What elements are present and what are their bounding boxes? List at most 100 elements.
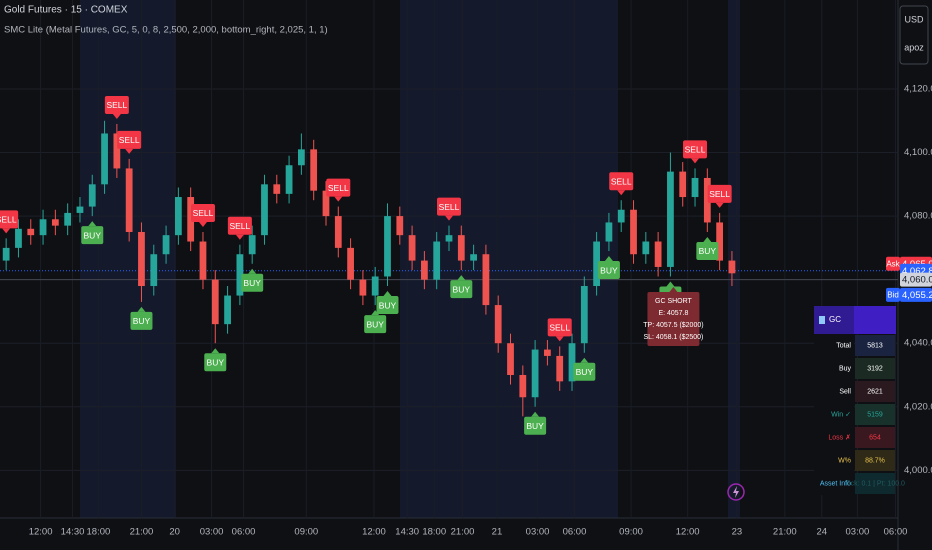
candle-body xyxy=(679,171,687,198)
candle-body xyxy=(494,305,502,344)
table-value-cell xyxy=(855,335,895,356)
buy-pointer xyxy=(383,291,392,297)
candle-body xyxy=(507,343,514,375)
candle-body xyxy=(716,222,724,261)
candle-body xyxy=(728,260,736,274)
y-tick-label: 4,020.0 xyxy=(904,401,932,412)
candle-body xyxy=(433,241,441,280)
signal-label: SELL xyxy=(685,145,706,155)
x-tick-label: 21:00 xyxy=(773,527,797,538)
candle-body xyxy=(359,279,367,296)
trade-box-line: TP: 4057.5 ($2000) xyxy=(643,322,703,329)
currency-box[interactable] xyxy=(899,5,929,65)
buy-pointer xyxy=(88,221,97,227)
candle-body xyxy=(617,209,625,223)
buy-signal xyxy=(241,273,264,292)
candle-body xyxy=(347,247,354,280)
table-value: 3192 xyxy=(867,365,883,372)
table-label: Asset Info xyxy=(820,480,851,487)
table-icon xyxy=(819,316,825,324)
buy-signal xyxy=(130,311,153,330)
buy-signal xyxy=(81,226,104,245)
candle-body xyxy=(174,197,182,236)
session-shade xyxy=(400,0,618,518)
x-tick-label: 21 xyxy=(492,527,503,538)
candle-body xyxy=(421,260,428,280)
buy-pointer xyxy=(457,275,466,281)
signal-label: SELL xyxy=(328,183,349,193)
candle-body xyxy=(138,231,145,287)
candle-body xyxy=(667,171,674,267)
table-label: Loss ✗ xyxy=(828,433,851,441)
x-tick-label: 24 xyxy=(816,527,827,538)
sell-signal xyxy=(190,203,215,222)
event-icon[interactable] xyxy=(727,483,745,501)
table-label: Win ✓ xyxy=(831,411,851,418)
candle-body xyxy=(544,349,551,356)
candle-body xyxy=(51,219,59,226)
buy-signal xyxy=(364,315,387,334)
sell-signal xyxy=(227,216,252,235)
table-value-cell xyxy=(855,427,895,448)
trade-box-line: E: 4057.8 xyxy=(658,310,688,317)
candle-body xyxy=(531,349,539,398)
candle-body xyxy=(371,276,379,296)
candle-body xyxy=(113,133,121,169)
trade-box-pointer xyxy=(669,287,678,292)
candle-body xyxy=(384,216,391,277)
table-label-cell xyxy=(814,426,854,449)
sell-signal xyxy=(437,197,461,216)
table-label-cell xyxy=(814,357,854,380)
buy-pointer xyxy=(137,306,146,312)
unit-mode[interactable]: apoz xyxy=(904,42,924,52)
x-tick-label: 23 xyxy=(732,527,743,538)
candle-body xyxy=(470,254,477,261)
y-tick-label: 4,100.0 xyxy=(904,147,932,158)
x-tick-label: 03:00 xyxy=(526,527,550,538)
sell-pointer xyxy=(691,158,700,164)
signal-label: SELL xyxy=(439,202,460,212)
sell-pointer xyxy=(198,221,207,227)
candle-body xyxy=(236,254,244,296)
table-header-right xyxy=(854,306,896,334)
x-tick-label: 09:00 xyxy=(294,527,318,538)
trade-box-bg xyxy=(647,292,700,346)
table-value-cell xyxy=(855,381,895,402)
sell-pointer xyxy=(334,196,343,202)
sell-signal xyxy=(117,130,142,149)
x-tick-label: 12:00 xyxy=(676,527,700,538)
signal-label: SELL xyxy=(549,323,570,333)
signal-label: SELL xyxy=(106,100,127,110)
candle-body xyxy=(211,279,219,325)
indicator-label: SMC Lite (Metal Futures, GC, 5, 0, 8, 2,… xyxy=(4,25,328,36)
buy-signal xyxy=(524,416,547,435)
candle-body xyxy=(285,165,293,194)
table-value-cell xyxy=(855,358,895,379)
table-value-cell xyxy=(855,473,895,494)
signal-label: SELL xyxy=(119,135,140,145)
table-value: 5813 xyxy=(867,342,883,349)
x-tick-label: 12:00 xyxy=(29,527,53,538)
signals: SELL SELL SELL BUY BUY SELL SELL BUY BUY SELL BUY B… xyxy=(0,95,732,435)
sell-pointer xyxy=(715,202,724,208)
candle-body xyxy=(150,254,158,287)
candle-body xyxy=(76,206,84,213)
chart-title: Gold Futures · 15 · COMEX xyxy=(4,5,128,16)
x-tick-label: 09:00 xyxy=(619,527,643,538)
candle-body xyxy=(187,197,195,242)
buy-pointer xyxy=(580,357,589,363)
candle-body xyxy=(396,216,404,236)
currency[interactable]: USD xyxy=(904,14,924,24)
candle-body xyxy=(64,212,72,226)
table-value: 5159 xyxy=(867,411,883,418)
signal-label: SELL xyxy=(709,189,730,199)
candle-body xyxy=(224,295,231,325)
candle-body xyxy=(261,184,268,236)
grid xyxy=(0,0,898,518)
candle-body xyxy=(408,235,416,261)
table-label-cell xyxy=(814,380,854,403)
x-tick-label: 06:00 xyxy=(563,527,587,538)
sell-pointer xyxy=(555,336,564,342)
sell-pointer xyxy=(2,228,11,234)
x-tick-label: 06:00 xyxy=(884,527,908,538)
